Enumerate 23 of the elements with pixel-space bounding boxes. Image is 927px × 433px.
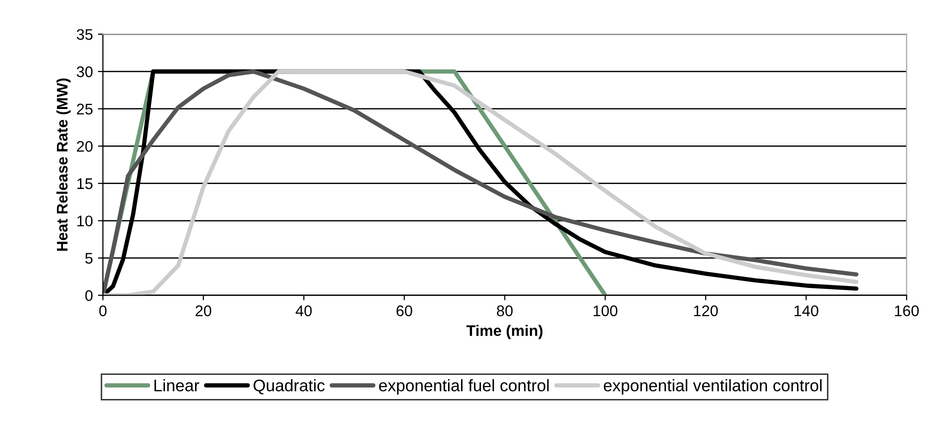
x-tick-label: 0 <box>99 305 107 316</box>
x-tick-label: 80 <box>496 305 513 316</box>
legend-label: exponential fuel control <box>379 379 549 395</box>
y-tick-label: 20 <box>76 140 93 152</box>
y-tick-label: 10 <box>77 216 93 226</box>
x-axis-title: Time (min) <box>466 324 542 340</box>
legend-label: Quadratic <box>254 379 325 394</box>
x-tick-label: 60 <box>396 305 412 316</box>
y-tick-label: 5 <box>85 253 93 264</box>
y-tick-label: 25 <box>76 104 93 114</box>
x-tick-label: 140 <box>794 305 818 316</box>
y-tick-label: 30 <box>76 66 93 78</box>
y-axis-title: Heat Release Rate (MW) <box>56 78 71 251</box>
x-tick-label: 20 <box>196 305 212 316</box>
y-tick-label: 35 <box>76 29 93 40</box>
x-tick-label: 160 <box>895 305 919 316</box>
x-tick-label: 40 <box>296 305 312 316</box>
y-tick-label: 15 <box>77 178 93 190</box>
legend-label: exponential ventilation control <box>604 379 822 395</box>
y-tick-label: 0 <box>85 290 93 301</box>
x-tick-label: 100 <box>594 305 618 316</box>
x-tick-label: 120 <box>694 305 718 316</box>
legend-label: Linear <box>154 379 200 392</box>
